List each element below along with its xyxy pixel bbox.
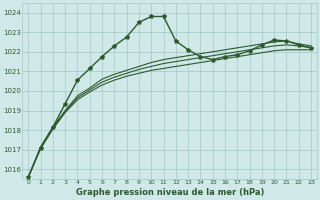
X-axis label: Graphe pression niveau de la mer (hPa): Graphe pression niveau de la mer (hPa) — [76, 188, 264, 197]
